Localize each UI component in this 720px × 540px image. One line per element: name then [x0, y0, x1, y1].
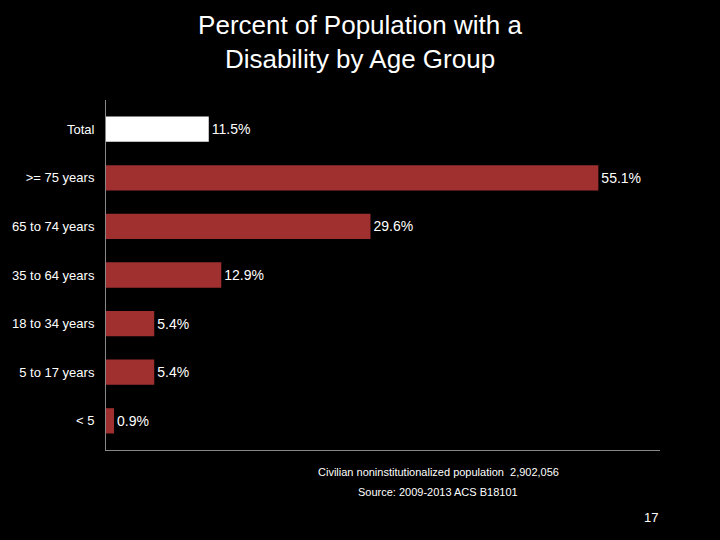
svg-text:Total: Total	[67, 122, 95, 137]
svg-text:18 to 34 years: 18 to 34 years	[12, 316, 95, 331]
svg-text:5.4%: 5.4%	[157, 364, 189, 380]
svg-text:12.9%: 12.9%	[224, 267, 264, 283]
svg-text:Source: 2009-2013 ACS B18101: Source: 2009-2013 ACS B18101	[358, 486, 518, 498]
svg-text:5 to 17 years: 5 to 17 years	[19, 365, 95, 380]
svg-text:17: 17	[644, 510, 658, 525]
svg-text:< 5: < 5	[76, 413, 94, 428]
svg-text:65 to 74 years: 65 to 74 years	[12, 219, 95, 234]
svg-text:>= 75 years: >= 75 years	[26, 170, 95, 185]
svg-text:55.1%: 55.1%	[601, 170, 641, 186]
svg-text:0.9%: 0.9%	[117, 413, 149, 429]
svg-text:Civilian noninstitutionalized: Civilian noninstitutionalized population…	[318, 466, 559, 478]
svg-text:5.4%: 5.4%	[157, 316, 189, 332]
svg-text:29.6%: 29.6%	[373, 218, 413, 234]
svg-text:Percent of Population with aDi: Percent of Population with aDisability b…	[198, 10, 522, 74]
svg-text:11.5%: 11.5%	[212, 121, 251, 137]
svg-text:35 to 64 years: 35 to 64 years	[12, 268, 95, 283]
